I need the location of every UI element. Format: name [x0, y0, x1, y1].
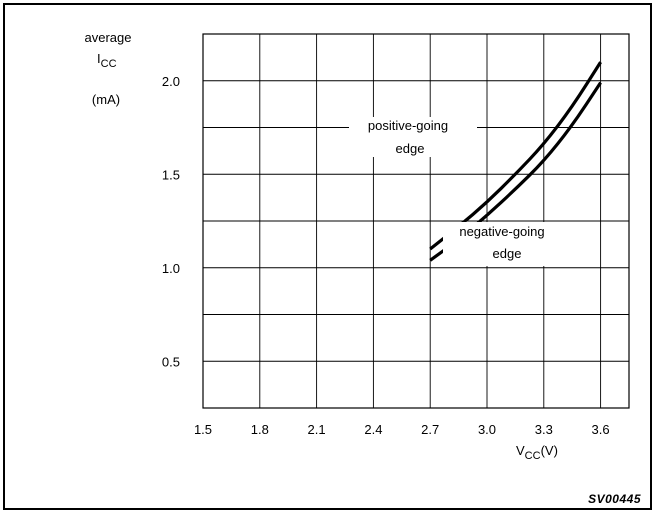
annotation-positive-background	[349, 117, 477, 157]
y-tick-label: 0.5	[162, 354, 180, 369]
annotation-negative-background	[443, 222, 565, 266]
y-axis-label-line3: (mA)	[92, 92, 120, 107]
x-tick-label: 3.0	[478, 422, 496, 437]
annotation-positive-line1: positive-going	[368, 118, 448, 133]
x-axis-label-subscript: CC	[525, 450, 541, 462]
y-tick-label: 1.0	[162, 261, 180, 276]
x-tick-label: 2.1	[308, 422, 326, 437]
x-tick-label: 1.8	[251, 422, 269, 437]
y-axis-label-line1: average	[85, 30, 132, 45]
y-axis-label-main: ICC	[97, 51, 117, 70]
x-tick-label: 2.7	[421, 422, 439, 437]
x-axis-label-unit: (V)	[541, 443, 558, 458]
annotation-negative-line2: edge	[493, 246, 522, 261]
y-axis-ticks: 0.5 1.0 1.5 2.0	[162, 74, 180, 370]
annotation-positive-line2: edge	[396, 141, 425, 156]
y-tick-label: 2.0	[162, 74, 180, 89]
x-tick-label: 1.5	[194, 422, 212, 437]
x-tick-label: 2.4	[364, 422, 382, 437]
y-tick-label: 1.5	[162, 167, 180, 182]
figure-code: SV00445	[588, 492, 641, 506]
annotation-negative-going-edge: negative-going edge	[443, 222, 565, 266]
y-axis-label: average ICC (mA)	[85, 30, 132, 107]
y-axis-label-symbol: I	[97, 51, 101, 66]
x-axis-label: VCC(V)	[516, 443, 558, 462]
x-tick-label: 3.6	[592, 422, 610, 437]
x-axis-label-symbol: V	[516, 443, 525, 458]
y-axis-label-subscript: CC	[101, 58, 117, 70]
figure-frame	[3, 3, 652, 510]
annotation-negative-line1: negative-going	[459, 224, 544, 239]
x-axis-ticks: 1.5 1.8 2.1 2.4 2.7 3.0 3.3 3.6	[194, 422, 610, 437]
plot-area-border	[202, 33, 630, 409]
x-tick-label: 3.3	[535, 422, 553, 437]
annotation-positive-going-edge: positive-going edge	[349, 117, 477, 157]
grid	[203, 34, 629, 408]
